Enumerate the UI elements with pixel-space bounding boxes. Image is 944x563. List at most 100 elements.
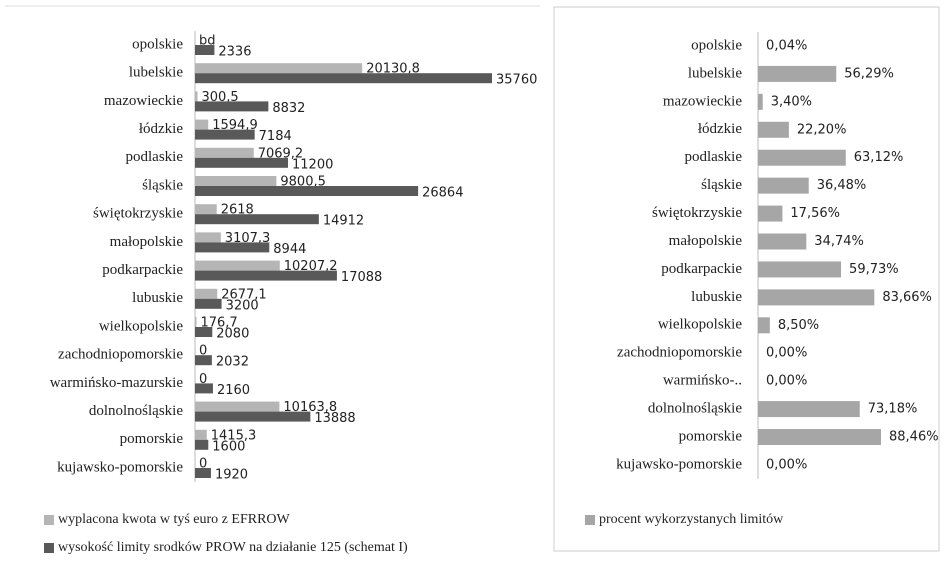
bar bbox=[195, 119, 209, 130]
data-label: 14912 bbox=[323, 214, 364, 229]
data-label: 3107,3 bbox=[225, 231, 270, 246]
data-label: 0 bbox=[199, 344, 207, 359]
data-label: 34,74% bbox=[814, 234, 864, 249]
category-label: śląskie bbox=[701, 177, 742, 193]
data-label: 2080 bbox=[216, 327, 249, 342]
bar bbox=[758, 65, 837, 82]
data-label: 17088 bbox=[341, 270, 382, 285]
category-label: podlaskie bbox=[126, 149, 184, 165]
bar bbox=[195, 383, 213, 394]
bar bbox=[195, 101, 269, 112]
data-label: 11200 bbox=[292, 157, 333, 172]
category-label: dolnolnośląskie bbox=[648, 401, 743, 417]
category-label: wielkopolskie bbox=[658, 317, 742, 333]
bar bbox=[758, 121, 789, 138]
bar bbox=[758, 429, 881, 446]
bar bbox=[195, 468, 211, 478]
data-label: 10207,2 bbox=[284, 259, 338, 274]
data-label: 0,00% bbox=[766, 374, 807, 389]
data-label: 1920 bbox=[215, 468, 248, 483]
bar bbox=[195, 355, 212, 366]
data-label: 300,5 bbox=[201, 90, 238, 105]
data-label: 2677,1 bbox=[221, 287, 267, 302]
category-label: wielkopolskie bbox=[99, 318, 183, 334]
category-label: małopolskie bbox=[110, 234, 184, 250]
category-label: zachodniopomorskie bbox=[58, 347, 183, 363]
data-label: 0,00% bbox=[766, 346, 807, 361]
bar bbox=[195, 45, 215, 55]
panel-border bbox=[553, 6, 940, 552]
data-label: 8,50% bbox=[778, 318, 819, 333]
data-label: 7184 bbox=[259, 129, 292, 144]
bar bbox=[758, 289, 875, 306]
legend-swatch bbox=[44, 543, 54, 553]
category-label: łódzkie bbox=[698, 121, 742, 137]
data-label: 88,46% bbox=[889, 430, 939, 445]
category-label: podlaskie bbox=[685, 149, 743, 165]
bar bbox=[195, 73, 492, 84]
category-label: lubuskie bbox=[132, 290, 183, 306]
bar bbox=[758, 261, 842, 278]
data-label: 0 bbox=[199, 457, 207, 472]
category-label: pomorskie bbox=[120, 431, 184, 447]
category-label: śląskie bbox=[142, 177, 183, 193]
data-label: 73,18% bbox=[868, 402, 918, 417]
data-label: bd bbox=[199, 34, 216, 49]
data-label: 63,12% bbox=[854, 150, 904, 165]
bar bbox=[195, 91, 198, 102]
data-label: 2618 bbox=[221, 203, 254, 218]
data-label: 176,7 bbox=[200, 316, 237, 331]
data-label: 7069,2 bbox=[258, 146, 304, 161]
legend-label: wyplacona kwota w tyś euro z EFRROW bbox=[58, 512, 291, 527]
category-label: lubelskie bbox=[129, 65, 183, 81]
data-label: 10163,8 bbox=[283, 400, 337, 415]
bar bbox=[195, 147, 254, 158]
bar bbox=[195, 298, 222, 309]
data-label: 1600 bbox=[212, 439, 245, 454]
data-label: 83,66% bbox=[882, 290, 932, 305]
category-label: opolskie bbox=[132, 36, 183, 52]
bar bbox=[195, 429, 207, 440]
data-label: 2032 bbox=[216, 355, 249, 370]
category-label: warmińsko-mazurskie bbox=[50, 375, 184, 391]
data-label: 17,56% bbox=[790, 206, 840, 221]
bar bbox=[195, 411, 311, 422]
bar bbox=[195, 317, 197, 327]
data-label: 2336 bbox=[218, 45, 251, 60]
bar bbox=[758, 149, 846, 166]
bar bbox=[195, 439, 209, 450]
category-label: podkarpackie bbox=[102, 262, 183, 278]
data-label: 8832 bbox=[272, 101, 305, 116]
legend-swatch bbox=[44, 515, 54, 525]
bar bbox=[195, 204, 217, 215]
category-label: mazowieckie bbox=[104, 93, 183, 109]
data-label: 3200 bbox=[226, 298, 259, 313]
data-label: 1594,9 bbox=[212, 118, 257, 133]
bar bbox=[195, 260, 280, 271]
bar bbox=[195, 129, 255, 140]
category-label: świętokrzyskie bbox=[93, 206, 183, 222]
bar bbox=[758, 93, 763, 110]
data-label: 36,48% bbox=[817, 178, 867, 193]
bar bbox=[195, 288, 218, 299]
data-label: 22,20% bbox=[797, 122, 847, 137]
data-label: 9800,5 bbox=[280, 175, 326, 190]
category-label: lubelskie bbox=[688, 65, 742, 81]
data-label: 2160 bbox=[217, 383, 250, 398]
category-label: warmińsko-.. bbox=[663, 373, 742, 389]
data-label: 3,40% bbox=[771, 94, 812, 109]
category-label: kujawsko-pomorskie bbox=[616, 456, 742, 472]
legend-label: wysokość limity srodków PROW na działani… bbox=[58, 540, 408, 555]
category-label: podkarpackie bbox=[661, 261, 742, 277]
bar bbox=[195, 242, 270, 253]
bar bbox=[758, 205, 783, 222]
bar bbox=[195, 63, 363, 74]
category-label: kujawsko-pomorskie bbox=[57, 459, 183, 475]
data-label: 1415,3 bbox=[211, 428, 256, 443]
data-label: 0 bbox=[199, 372, 207, 387]
data-label: 0,00% bbox=[766, 457, 807, 472]
data-label: 20130,8 bbox=[366, 62, 420, 77]
category-label: mazowieckie bbox=[663, 93, 742, 109]
bar bbox=[195, 232, 221, 243]
bar bbox=[195, 176, 277, 186]
